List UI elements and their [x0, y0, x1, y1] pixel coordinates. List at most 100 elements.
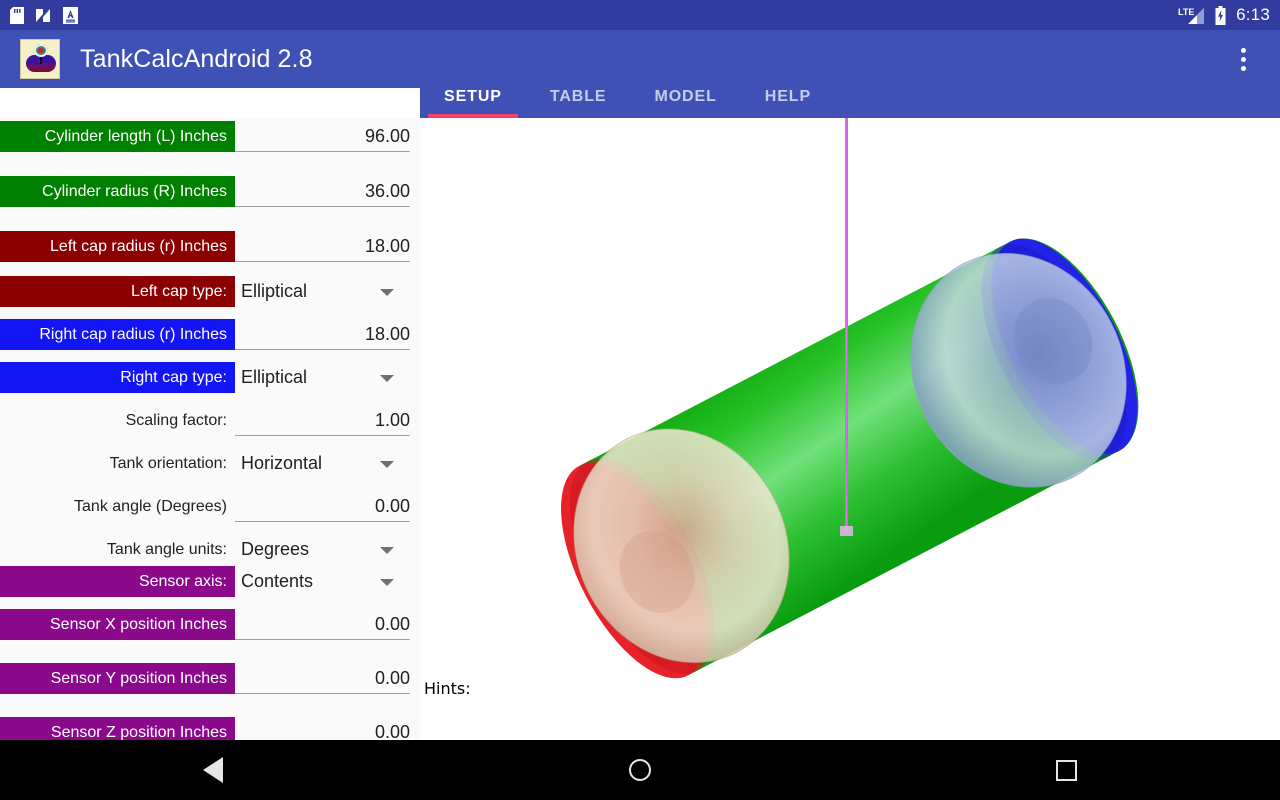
overflow-dot [1240, 65, 1246, 71]
chevron-down-icon [380, 578, 394, 586]
sensor-x-input[interactable]: 0.00 [235, 609, 420, 640]
chevron-down-icon [380, 374, 394, 382]
field-value: 0.00 [374, 668, 410, 688]
field-label: Left cap type: [0, 276, 235, 307]
svg-text:LTE: LTE [1178, 7, 1194, 17]
form-row-left-cap-type: Left cap type: Elliptical [0, 276, 420, 307]
tab-bar: SETUP TABLE MODEL HELP [420, 82, 1280, 118]
field-label: Left cap radius (r) Inches [0, 231, 235, 262]
field-label: Cylinder length (L) Inches [0, 121, 235, 152]
left-cap-radius-input[interactable]: 18.00 [235, 231, 420, 262]
field-label: Right cap radius (r) Inches [0, 319, 235, 350]
field-label: Sensor X position Inches [0, 609, 235, 640]
tab-label: SETUP [444, 88, 502, 105]
form-row-right-cap-radius: Right cap radius (r) Inches 18.00 [0, 319, 420, 350]
home-circle-icon[interactable] [427, 740, 854, 800]
overflow-dot [1240, 47, 1246, 53]
field-value: 96.00 [364, 126, 410, 146]
field-value: Contents [241, 571, 314, 591]
form-row-left-cap-radius: Left cap radius (r) Inches 18.00 [0, 231, 420, 262]
field-label: Tank angle (Degrees) [74, 497, 227, 515]
left-cap-type-select[interactable]: Elliptical [235, 276, 420, 307]
cylinder-length-input[interactable]: 96.00 [235, 121, 420, 152]
status-bar-clock: 6:13 [1236, 5, 1270, 24]
tab-label: MODEL [654, 88, 717, 105]
field-value: 18.00 [364, 324, 410, 344]
overflow-dot [1240, 56, 1246, 62]
field-value: 18.00 [364, 236, 410, 256]
nfc-n-icon [36, 8, 50, 22]
recents-square-icon[interactable] [853, 740, 1280, 800]
field-value: 1.00 [374, 410, 410, 430]
tab-setup[interactable]: SETUP [420, 82, 526, 118]
logo-target-shape [34, 44, 48, 57]
field-label: Tank orientation: [109, 454, 227, 472]
field-label: Sensor Y position Inches [0, 663, 235, 694]
form-row-cylinder-radius: Cylinder radius (R) Inches 36.00 [0, 176, 420, 207]
hints-title: Hints: [424, 679, 471, 698]
logo-stem-shape [40, 53, 42, 64]
lte-signal-icon: LTE [1178, 7, 1205, 24]
field-label: Sensor Z position Inches [0, 717, 235, 740]
form-row-sensor-axis: Sensor axis: Contents [0, 566, 420, 597]
more-vertical-icon[interactable] [1228, 37, 1258, 81]
form-row-scaling-factor: Scaling factor: 1.00 [0, 405, 420, 436]
field-value: Elliptical [241, 367, 308, 387]
tank-orientation-select[interactable]: Horizontal [235, 448, 420, 479]
chevron-down-icon [380, 288, 394, 296]
android-nav-bar [0, 740, 1280, 800]
field-label: Scaling factor: [125, 411, 227, 429]
form-row-right-cap-type: Right cap type: Elliptical [0, 362, 420, 393]
field-label: Sensor axis: [0, 566, 235, 597]
field-label: Tank angle units: [106, 540, 227, 558]
tankcalc-logo-icon [20, 39, 60, 79]
form-row-cylinder-length: Cylinder length (L) Inches 96.00 [0, 121, 420, 152]
form-row-sensor-z: Sensor Z position Inches 0.00 [0, 717, 420, 740]
field-value: 36.00 [364, 181, 410, 201]
tank-angle-input[interactable]: 0.00 [235, 491, 420, 522]
form-row-tank-angle: Tank angle (Degrees) 0.00 [0, 491, 420, 522]
tab-model[interactable]: MODEL [630, 82, 740, 118]
tab-label: HELP [764, 88, 812, 105]
battery-charging-icon [1215, 5, 1226, 25]
keyboard-a-icon [63, 6, 78, 24]
tank-angle-units-select[interactable]: Degrees [235, 534, 420, 565]
scaling-factor-input[interactable]: 1.00 [235, 405, 420, 436]
sd-card-icon [10, 6, 24, 24]
gesture-hints: Hints: One finger: Rotate Two fingers ap… [424, 636, 682, 740]
form-row-sensor-y: Sensor Y position Inches 0.00 [0, 663, 420, 694]
field-value: Elliptical [241, 281, 308, 301]
sensor-axis-line [845, 118, 848, 533]
cylinder-radius-input[interactable]: 36.00 [235, 176, 420, 207]
tank-3d-viewport[interactable]: Hints: One finger: Rotate Two fingers ap… [420, 118, 1280, 740]
sensor-y-input[interactable]: 0.00 [235, 663, 420, 694]
sensor-axis-select[interactable]: Contents [235, 566, 420, 597]
right-cap-type-select[interactable]: Elliptical [235, 362, 420, 393]
tab-help[interactable]: HELP [741, 82, 835, 118]
chevron-down-icon [380, 460, 394, 468]
right-cap-radius-input[interactable]: 18.00 [235, 319, 420, 350]
form-row-tank-orientation: Tank orientation: Horizontal [0, 448, 420, 479]
status-bar-right-icons: LTE 6:13 [1178, 5, 1270, 25]
field-value: Degrees [241, 539, 310, 559]
field-value: 0.00 [374, 722, 410, 740]
form-row-sensor-x: Sensor X position Inches 0.00 [0, 609, 420, 640]
tab-table[interactable]: TABLE [526, 82, 631, 118]
field-value: Horizontal [241, 453, 323, 473]
app-title: TankCalcAndroid 2.8 [80, 44, 313, 73]
status-bar: LTE 6:13 [0, 0, 1280, 30]
sensor-z-input[interactable]: 0.00 [235, 717, 420, 740]
app-bar: TankCalcAndroid 2.8 [0, 30, 1280, 88]
back-triangle-icon[interactable] [0, 740, 427, 800]
home-glyph [629, 759, 651, 781]
sensor-position-marker [840, 526, 853, 536]
recents-glyph [1056, 759, 1078, 781]
field-label: Right cap type: [0, 362, 235, 393]
field-label: Cylinder radius (R) Inches [0, 176, 235, 207]
tank-3d-render [561, 238, 1139, 679]
form-row-tank-angle-units: Tank angle units: Degrees [0, 534, 420, 565]
setup-form-panel: Cylinder length (L) Inches 96.00 Cylinde… [0, 118, 420, 740]
chevron-down-icon [380, 546, 394, 554]
back-glyph [203, 757, 224, 783]
